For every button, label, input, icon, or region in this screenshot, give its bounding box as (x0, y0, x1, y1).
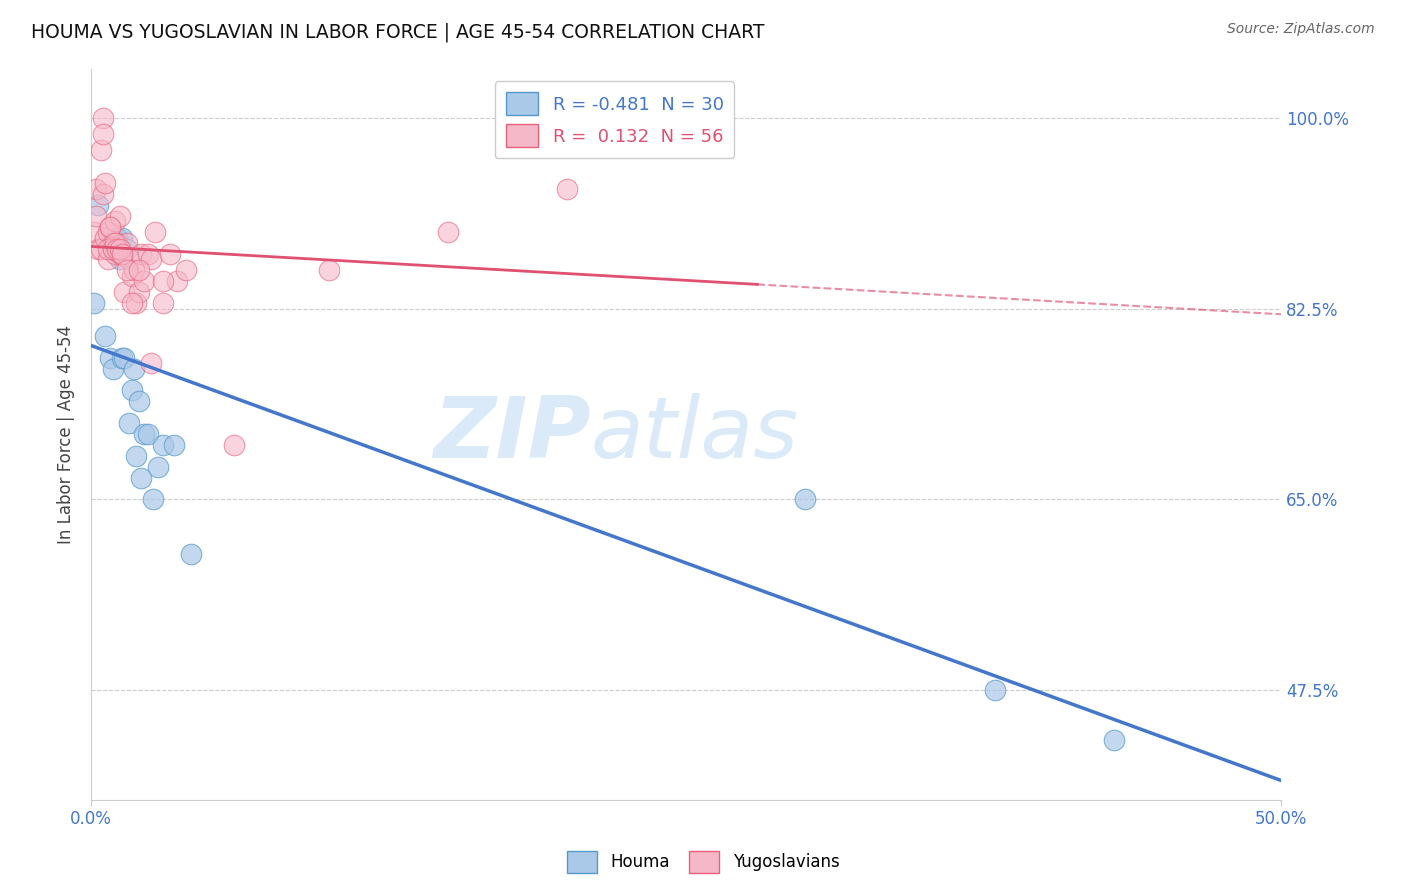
Point (122, 263, 145, 277)
Point (132, 274, 155, 288)
Point (136, 427, 159, 442)
Point (180, 547, 202, 561)
Point (111, 230, 134, 244)
Point (115, 263, 138, 277)
Point (105, 230, 128, 244)
Point (84, 181, 107, 195)
Point (132, 427, 155, 442)
Point (108, 242, 131, 256)
Point (108, 252, 131, 267)
Point (105, 242, 128, 256)
Point (115, 236, 138, 251)
Point (101, 236, 124, 251)
Text: HOUMA VS YUGOSLAVIAN IN LABOR FORCE | AGE 45-54 CORRELATION CHART: HOUMA VS YUGOSLAVIAN IN LABOR FORCE | AG… (31, 22, 765, 42)
Point (139, 252, 162, 267)
Point (122, 361, 145, 376)
Point (91, 111, 114, 125)
Point (94, 176, 117, 190)
Point (97, 242, 120, 256)
Point (166, 274, 188, 288)
Point (94, 230, 117, 244)
Point (101, 242, 124, 256)
Point (121, 384, 143, 398)
Point (121, 296, 143, 310)
Point (115, 242, 138, 256)
Point (318, 263, 340, 277)
Legend: R = -0.481  N = 30, R =  0.132  N = 56: R = -0.481 N = 30, R = 0.132 N = 56 (495, 81, 734, 158)
Point (83, 225, 105, 239)
Point (94, 328, 117, 343)
Point (125, 296, 148, 310)
Point (90, 144, 112, 158)
Point (105, 236, 128, 251)
Point (97, 252, 120, 267)
Point (128, 394, 150, 409)
Point (125, 449, 148, 463)
Point (118, 252, 141, 267)
Point (91, 186, 114, 201)
Point (145, 225, 167, 239)
Point (129, 247, 152, 261)
Point (146, 459, 169, 474)
Point (84, 209, 107, 223)
Point (128, 285, 150, 300)
Point (139, 356, 162, 370)
Point (91, 127, 114, 141)
Point (105, 230, 128, 244)
Point (142, 492, 165, 507)
Point (121, 268, 143, 283)
Point (437, 225, 460, 239)
Point (90, 242, 112, 256)
Point (114, 351, 136, 365)
Point (129, 470, 152, 484)
Text: Source: ZipAtlas.com: Source: ZipAtlas.com (1227, 22, 1375, 37)
Point (152, 274, 174, 288)
Point (152, 438, 174, 452)
Point (104, 236, 127, 251)
Point (114, 285, 136, 300)
Point (555, 181, 578, 195)
Point (794, 492, 817, 507)
Point (128, 263, 150, 277)
Point (136, 247, 159, 261)
Text: atlas: atlas (591, 392, 799, 475)
Point (152, 296, 174, 310)
Point (222, 438, 245, 452)
Point (83, 296, 105, 310)
Point (111, 247, 134, 261)
Point (97, 225, 120, 239)
Point (111, 351, 134, 365)
Point (111, 247, 134, 261)
Legend: Houma, Yugoslavians: Houma, Yugoslavians (560, 845, 846, 880)
Point (104, 214, 127, 228)
Point (108, 242, 131, 256)
Point (108, 209, 131, 223)
Y-axis label: In Labor Force | Age 45-54: In Labor Force | Age 45-54 (58, 325, 75, 543)
Point (98, 219, 121, 234)
Point (98, 351, 121, 365)
Point (101, 242, 124, 256)
Point (87, 242, 110, 256)
Text: ZIP: ZIP (433, 392, 591, 475)
Point (159, 247, 181, 261)
Point (108, 247, 131, 261)
Point (163, 438, 186, 452)
Point (118, 416, 141, 430)
Point (1104, 732, 1126, 747)
Point (104, 242, 127, 256)
Point (984, 683, 1007, 698)
Point (98, 219, 121, 234)
Point (104, 247, 127, 261)
Point (101, 361, 124, 376)
Point (105, 242, 128, 256)
Point (104, 242, 127, 256)
Point (87, 198, 110, 212)
Point (176, 263, 198, 277)
